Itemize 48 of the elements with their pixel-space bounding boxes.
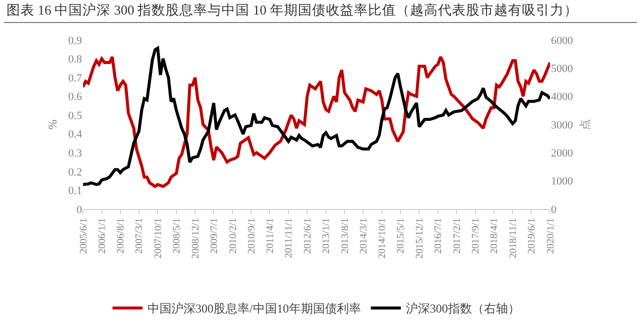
y-tick-label: 0.3	[68, 148, 82, 160]
x-tick-label: 2008/12/1	[190, 218, 202, 259]
x-tick-label: 2019/6/1	[526, 218, 538, 254]
x-tick-label: 2017/9/1	[470, 218, 482, 254]
y-axis-title: %	[46, 120, 60, 130]
y-tick-label: 0.1	[68, 185, 82, 198]
x-tick-label: 2006/1/1	[97, 218, 108, 254]
y-tick-label: 0.4	[68, 128, 82, 141]
legend-label: 中国沪深300股息率/中国10年期国债利率	[148, 302, 361, 316]
x-tick-label: 2011/11/1	[284, 218, 295, 258]
x-tick-label: 2015/5/1	[396, 218, 407, 254]
x-tick-label: 2018/11/1	[508, 218, 519, 258]
y2-tick-label: 2000	[551, 148, 574, 160]
y2-tick-label: 3000	[551, 119, 574, 132]
y2-tick-label: 1000	[551, 176, 574, 188]
x-tick-label: 2013/8/1	[340, 218, 351, 254]
y2-tick-label: 6000	[551, 34, 574, 47]
x-tick-label: 2017/2/1	[452, 218, 463, 254]
y2-tick-label: 0	[551, 204, 557, 216]
y-tick-label: 0	[76, 204, 82, 216]
x-tick-label: 2007/3/1	[134, 218, 146, 254]
y2-tick-label: 5000	[551, 63, 574, 76]
y-tick-label: 0.5	[68, 110, 82, 122]
x-tick-label: 2007/10/1	[152, 218, 164, 259]
x-tick-label: 2010/9/1	[246, 218, 258, 254]
chart-title: 图表 16 中国沪深 300 指数股息率与中国 10 年期国债收益率比值（越高代表股市越有吸引力）	[6, 2, 578, 18]
x-tick-label: 2014/3/1	[358, 218, 370, 254]
x-tick-label: 2011/4/1	[264, 218, 276, 254]
y-tick-label: 0.9	[68, 34, 82, 47]
x-tick-label: 2013/1/1	[321, 218, 332, 254]
x-tick-label: 2015/12/1	[414, 218, 426, 259]
x-tick-label: 2006/8/1	[116, 218, 127, 254]
x-tick-label: 2014/10/1	[377, 218, 388, 259]
x-tick-label: 2008/5/1	[172, 218, 183, 254]
y2-tick-label: 4000	[551, 91, 574, 104]
x-tick-label: 2012/6/1	[302, 218, 314, 254]
y-tick-label: 0.2	[68, 166, 82, 178]
y-tick-label: 0.8	[68, 54, 82, 66]
x-tick-label: 2010/2/1	[228, 218, 239, 254]
legend-label: 沪深300指数（右轴）	[406, 302, 520, 316]
x-tick-label: 2009/7/1	[208, 218, 220, 254]
x-tick-label: 2016/7/1	[433, 218, 444, 254]
y-tick-label: 0.7	[68, 72, 82, 84]
y2-axis-title: 点	[578, 119, 592, 130]
x-tick-label: 2005/6/1	[78, 218, 90, 254]
y-tick-label: 0.6	[68, 91, 82, 104]
x-tick-label: 2018/4/1	[489, 218, 500, 254]
x-tick-label: 2020/1/1	[545, 218, 556, 254]
